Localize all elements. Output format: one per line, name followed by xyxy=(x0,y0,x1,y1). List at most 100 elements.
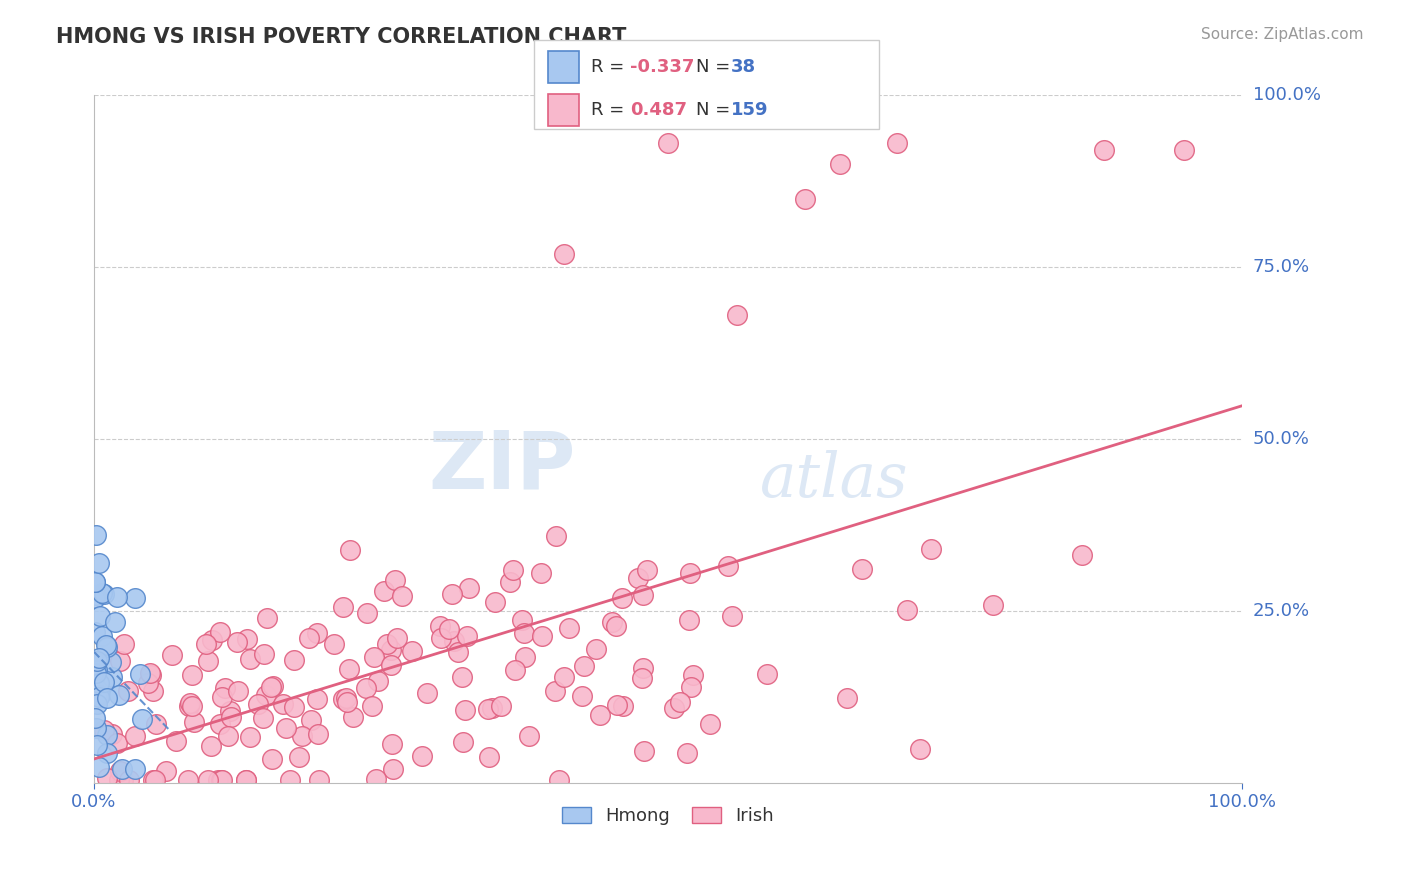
Point xyxy=(219,705,242,719)
Point xyxy=(143,772,166,787)
Point xyxy=(307,692,329,706)
Point xyxy=(108,772,131,787)
Point xyxy=(411,748,433,763)
Point xyxy=(86,738,108,752)
Point xyxy=(252,711,274,725)
Point xyxy=(886,136,908,151)
Point xyxy=(208,625,231,640)
Point xyxy=(179,698,201,713)
Text: ZIP: ZIP xyxy=(429,427,576,506)
Point xyxy=(225,635,247,649)
Point xyxy=(375,637,398,651)
Point xyxy=(96,638,118,652)
Point xyxy=(630,671,652,685)
Point xyxy=(90,629,112,643)
Point xyxy=(104,615,127,629)
Point xyxy=(605,619,627,633)
Point xyxy=(612,699,634,714)
Point xyxy=(86,689,108,703)
Point xyxy=(118,772,141,787)
Point xyxy=(262,752,284,766)
Point xyxy=(214,681,236,696)
Point xyxy=(499,574,522,589)
Point xyxy=(117,684,139,698)
Point xyxy=(271,697,294,711)
Point xyxy=(531,630,554,644)
Point xyxy=(165,734,187,748)
Point xyxy=(356,606,378,620)
Point xyxy=(513,650,536,665)
Point xyxy=(633,588,655,602)
Point xyxy=(247,697,270,711)
Point xyxy=(84,588,107,602)
Point xyxy=(101,727,124,741)
Point xyxy=(87,676,110,690)
Point xyxy=(180,668,202,682)
Point xyxy=(155,764,177,778)
Point xyxy=(84,721,107,735)
Point xyxy=(287,750,309,764)
Point xyxy=(489,698,512,713)
Point xyxy=(305,626,328,640)
Point xyxy=(453,703,475,717)
Point xyxy=(207,772,229,787)
Point xyxy=(110,764,132,779)
Point xyxy=(86,697,108,711)
Point xyxy=(354,681,377,695)
Point xyxy=(111,772,134,787)
Point xyxy=(211,772,233,787)
Point xyxy=(83,575,105,590)
Point xyxy=(254,689,277,703)
Legend: Hmong, Irish: Hmong, Irish xyxy=(555,800,780,832)
Point xyxy=(129,667,152,681)
Point xyxy=(794,192,817,206)
Point xyxy=(89,609,111,624)
Point xyxy=(83,625,105,640)
Point xyxy=(335,691,357,706)
Point xyxy=(177,772,200,787)
Point xyxy=(553,246,575,260)
Point xyxy=(332,692,354,706)
Point xyxy=(342,709,364,723)
Point xyxy=(197,772,219,787)
Point xyxy=(124,729,146,743)
Point xyxy=(235,772,257,787)
Point xyxy=(720,609,742,624)
Point xyxy=(513,626,536,640)
Text: 75.0%: 75.0% xyxy=(1253,259,1310,277)
Point xyxy=(553,670,575,684)
Point xyxy=(439,623,461,637)
Point xyxy=(510,613,533,627)
Point xyxy=(142,683,165,698)
Point xyxy=(209,772,232,787)
Point xyxy=(87,760,110,774)
Point xyxy=(363,649,385,664)
Point xyxy=(668,695,690,709)
Point xyxy=(239,651,262,665)
Point xyxy=(183,714,205,729)
Point xyxy=(828,157,851,171)
Point xyxy=(364,772,387,787)
Point xyxy=(84,528,107,542)
Point xyxy=(209,717,232,731)
Point xyxy=(181,699,204,714)
Point xyxy=(600,615,623,629)
Point xyxy=(851,562,873,576)
Point xyxy=(380,658,402,673)
Point xyxy=(89,688,111,702)
Text: atlas: atlas xyxy=(759,450,908,510)
Point xyxy=(124,591,146,605)
Point xyxy=(332,599,354,614)
Point xyxy=(201,633,224,648)
Point xyxy=(83,591,105,605)
Point xyxy=(112,637,135,651)
Point xyxy=(252,647,274,661)
Point xyxy=(96,691,118,706)
Point xyxy=(96,746,118,760)
Point xyxy=(381,738,404,752)
Point xyxy=(717,558,740,573)
Point xyxy=(226,684,249,698)
Point xyxy=(896,603,918,617)
Point xyxy=(298,632,321,646)
Point xyxy=(755,667,778,681)
